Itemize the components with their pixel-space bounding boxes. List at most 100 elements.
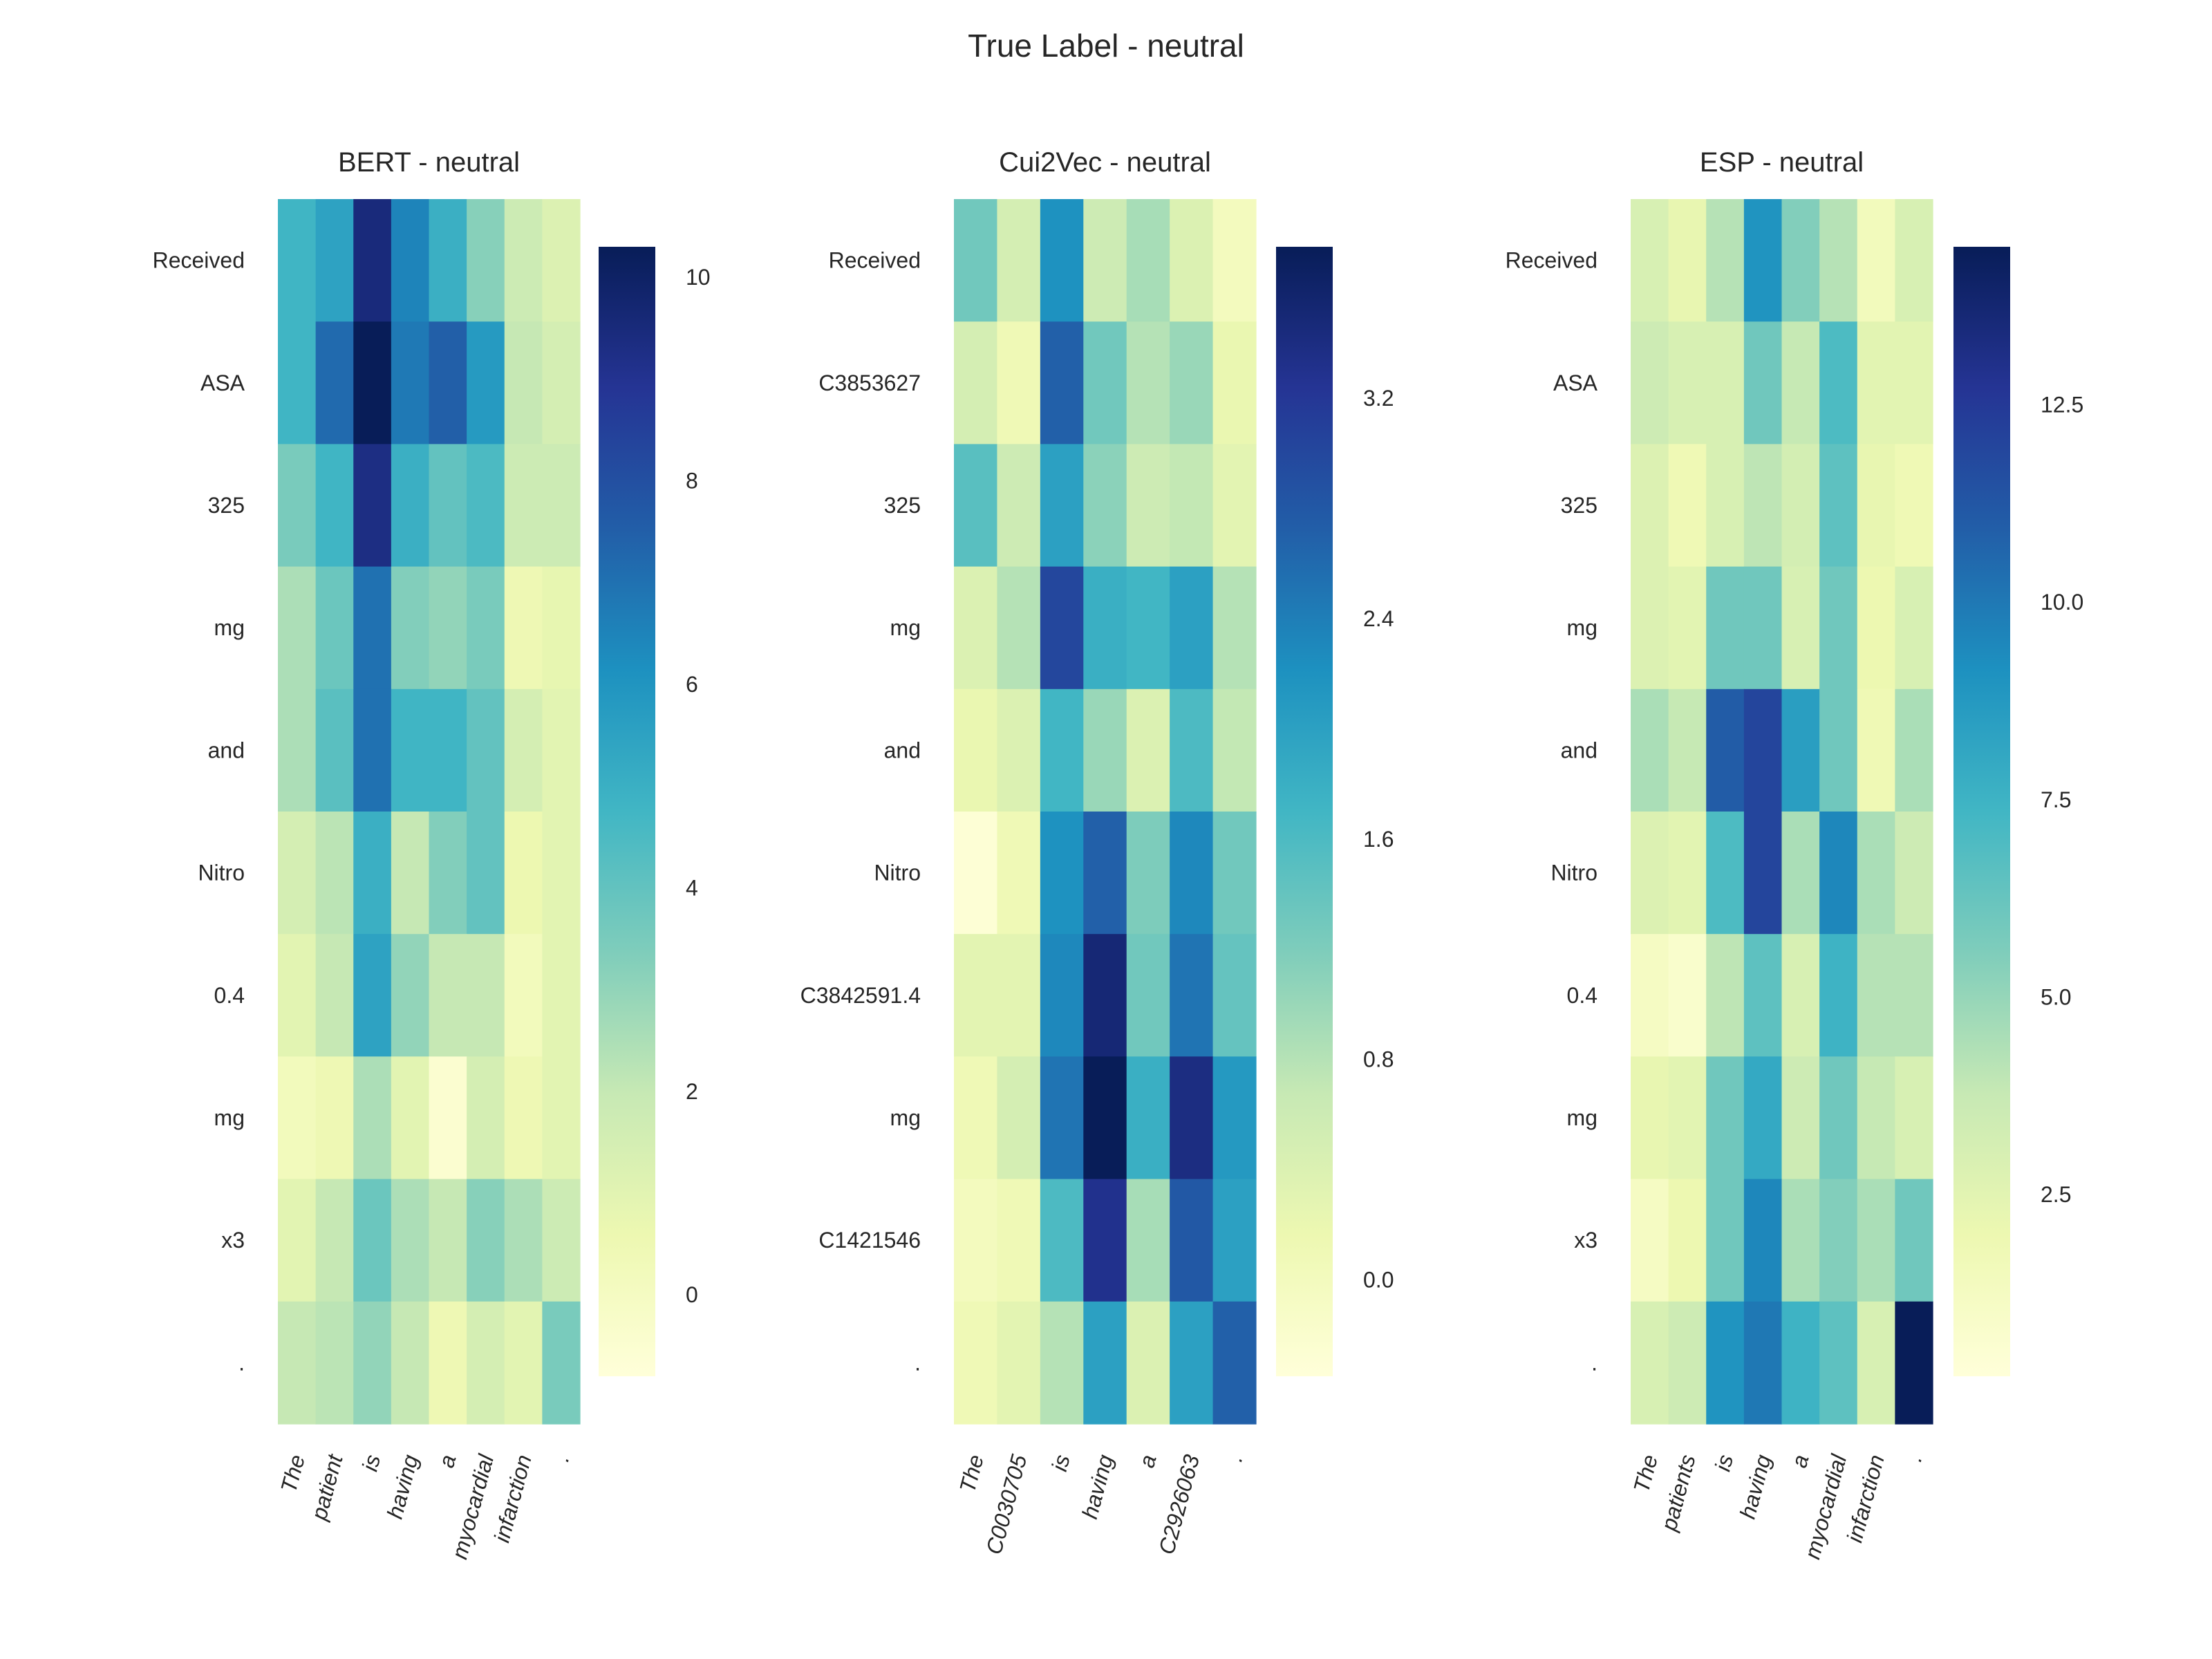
heatmap-cell [1083,1179,1127,1302]
heatmap-cell [353,812,392,935]
heatmap-cell [278,444,317,568]
heatmap-cell [1819,934,1858,1057]
heatmap-cell [467,566,505,690]
heatmap-cell [1126,1056,1170,1180]
heatmap-cell [1212,934,1257,1057]
heatmap-cell [1819,199,1858,322]
heatmap-cell [542,934,581,1057]
heatmap-cell [997,321,1041,444]
heatmap-cell [1895,1179,1933,1302]
heatmap-cell [1631,566,1669,690]
heatmap-cell [1819,321,1858,444]
heatmap-cell [1083,1056,1127,1180]
heatmap-cell [1706,1179,1745,1302]
heatmap-cell [504,688,543,812]
heatmap-cell [1857,688,1895,812]
heatmap-cell [1857,1179,1895,1302]
colorbar-tick-label: 2 [686,1079,698,1104]
heatmap-cell [954,1056,998,1180]
heatmap-cell [1668,1179,1707,1302]
heatmap-cell [1083,321,1127,444]
x-tick-label: . [1221,1452,1247,1464]
heatmap-cell [504,1301,543,1425]
heatmap-cell [542,199,581,322]
colorbar-tick-label: 6 [686,672,698,697]
y-tick-label: 325 [884,493,921,518]
y-tick-label: x3 [1574,1228,1597,1253]
heatmap-cell [1895,1301,1933,1425]
heatmap-cell [1819,812,1858,935]
heatmap-cell [1706,812,1745,935]
heatmap-cell [429,199,467,322]
heatmap-cell [1212,199,1257,322]
y-tick-label: mg [1567,615,1597,640]
x-tick-label: is [1047,1452,1075,1474]
heatmap-cell [504,812,543,935]
heatmap-cell [353,1179,392,1302]
heatmap-cell [1126,688,1170,812]
heatmap-cell [1631,1301,1669,1425]
y-tick-label: 325 [1561,493,1597,518]
heatmap-cell [429,934,467,1057]
heatmap-cell [542,566,581,690]
heatmap-cell [391,688,430,812]
heatmap-cell [1040,321,1084,444]
heatmap-cell [1706,1056,1745,1180]
heatmap-cell [1040,444,1084,568]
heatmap-cell [1170,444,1214,568]
heatmap-cell [1819,444,1858,568]
heatmap-cell [542,444,581,568]
y-tick-label: . [238,1350,245,1375]
y-tick-label: 325 [208,493,245,518]
heatmap-cell [391,321,430,444]
y-tick-label: C3842591.4 [800,983,921,1008]
heatmap-cell [1857,1301,1895,1425]
colorbar-tick-label: 1.6 [1363,827,1394,852]
y-tick-label: mg [890,1105,921,1130]
colorbar-tick-label: 4 [686,875,698,900]
y-tick-label: Received [829,248,921,273]
heatmap-cell [542,688,581,812]
heatmap-cell [1631,934,1669,1057]
heatmap-cell [391,812,430,935]
heatmap-cell [278,812,317,935]
heatmap-cell [1170,1056,1214,1180]
x-tick-label: The [1629,1452,1662,1495]
heatmap-cell [278,934,317,1057]
heatmap-cell [1706,688,1745,812]
heatmap-cell [1126,934,1170,1057]
heatmap-cell [467,934,505,1057]
heatmap-cell [1126,444,1170,568]
heatmap-cell [1895,566,1933,690]
heatmap-cell [1212,688,1257,812]
heatmap-cell [1668,934,1707,1057]
heatmap-cell [1706,934,1745,1057]
heatmap-cell [1631,199,1669,322]
heatmap-cell [315,1179,354,1302]
colorbar-tick-label: 12.5 [2041,393,2083,418]
heatmap-cell [1631,688,1669,812]
heatmap-cell [1631,1056,1669,1180]
heatmap-cell [1083,199,1127,322]
y-tick-label: 0.4 [214,983,245,1008]
heatmap-cell [429,1301,467,1425]
y-tick-label: and [1561,738,1597,762]
heatmap-cell [1083,688,1127,812]
heatmap-cell [954,1301,998,1425]
heatmap-cell [1170,688,1214,812]
x-tick-label: patients [1656,1452,1700,1534]
heatmap-cell [542,321,581,444]
heatmap-cell [504,934,543,1057]
heatmap-cell [1631,1179,1669,1302]
heatmap-panel: ESP - neutral Received ASA 325 mg and Nitro 0.4… [1506,147,2084,1562]
heatmap-cell [1895,934,1933,1057]
heatmap-cell [1857,444,1895,568]
heatmap-cell [1212,566,1257,690]
heatmap-cell [1170,1179,1214,1302]
heatmap-cell [1126,199,1170,322]
heatmap-cell [391,1179,430,1302]
heatmap-cell [1743,934,1783,1057]
y-tick-label: . [915,1350,921,1375]
x-tick-label: . [1901,1452,1927,1464]
heatmap-cell [467,812,505,935]
